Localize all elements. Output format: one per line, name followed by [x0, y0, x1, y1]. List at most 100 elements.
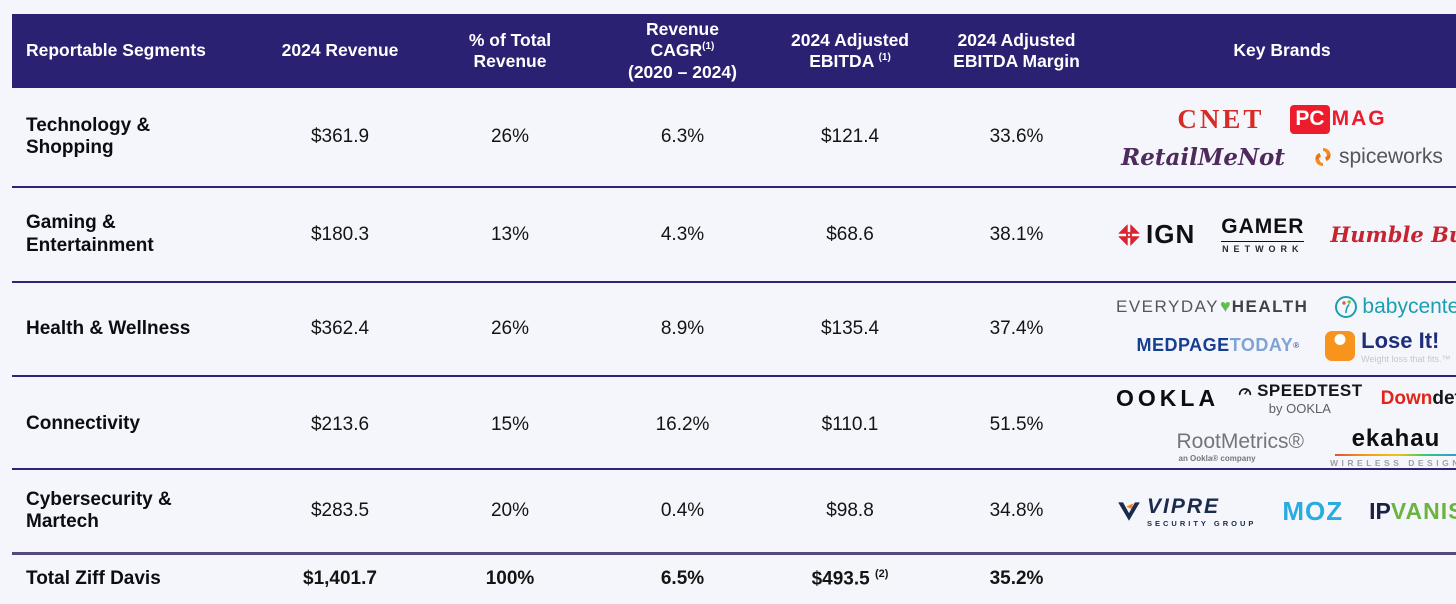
margin-value: 37.4%: [989, 318, 1044, 339]
ign-logo: IGN: [1116, 219, 1195, 250]
brand-line: OOKLA SPEEDTEST by OOKLA Downdetector!: [1116, 381, 1456, 416]
pcmag-pc-box: PC: [1290, 104, 1330, 134]
loseit-text: Lose It!: [1361, 327, 1440, 353]
header-reportable-segments: Reportable Segments: [26, 40, 206, 61]
header-cagr-line2: CAGR: [650, 40, 703, 61]
ekahau-gradient-line: [1335, 454, 1456, 456]
ebitda-value: $110.1: [821, 413, 879, 435]
brand-line: MEDPAGE TODAY ® Lose It! Weight loss that …: [1137, 328, 1451, 364]
total-label: Total Ziff Davis: [26, 567, 161, 589]
ookla-logo: OOKLA: [1116, 385, 1220, 411]
cagr-value: 0.4%: [660, 500, 705, 521]
ebitda-value: $121.4: [820, 126, 880, 147]
brand-line: RetailMeNot spiceworks: [1121, 144, 1443, 171]
segment-name: Technology & Shopping: [26, 114, 151, 158]
header-key-brands: Key Brands: [1233, 40, 1331, 61]
speedtest-by-ookla: by OOKLA: [1268, 401, 1331, 416]
pct-of-total-value: 20%: [490, 500, 530, 521]
everyday-text: EVERYDAY: [1116, 296, 1220, 316]
today-text: TODAY: [1229, 335, 1294, 355]
everyday-health-logo: EVERYDAY ♥ HEALTH: [1116, 296, 1308, 317]
brand-line: VIPRE SECURITY GROUP MOZ IPVANISH: [1116, 495, 1456, 528]
header-pct-of-total-revenue: % of Total Revenue: [430, 30, 590, 73]
speedtest-logo: SPEEDTEST by OOKLA: [1237, 381, 1363, 416]
margin-value: 34.8%: [989, 500, 1044, 521]
network-text: NETWORK: [1222, 244, 1304, 255]
total-ebitda-number: $493.5: [811, 568, 870, 590]
loseit-dial: [1334, 333, 1346, 345]
cagr-value: 8.9%: [660, 318, 705, 339]
spiceworks-swirl-icon: [1315, 148, 1331, 166]
vipre-subtext: SECURITY GROUP: [1147, 518, 1257, 528]
cagr-value: 16.2%: [655, 413, 710, 435]
total-pct-value: 100%: [485, 568, 535, 589]
header-margin-line2: EBITDA Margin: [953, 51, 1080, 71]
revenue-value: $213.6: [310, 413, 370, 435]
margin-value: 51.5%: [989, 413, 1044, 435]
babycenter-text: babycenter.: [1362, 294, 1456, 318]
segment-name: Connectivity: [26, 413, 141, 435]
spiceworks-text: spiceworks: [1338, 145, 1443, 168]
vipre-text: VIPRE: [1147, 494, 1221, 518]
speedtest-top: SPEEDTEST: [1237, 381, 1363, 401]
rootmetrics-text: RootMetrics®: [1176, 430, 1305, 453]
ign-gamepad-icon: [1117, 222, 1141, 247]
pct-of-total-value: 26%: [490, 126, 530, 147]
medpage-today-logo: MEDPAGE TODAY ®: [1137, 335, 1300, 356]
header-cagr-years: (2020 – 2024): [628, 61, 737, 82]
downdetector-logo: Downdetector!: [1381, 388, 1456, 410]
vipre-text-block: VIPRE SECURITY GROUP: [1147, 495, 1256, 528]
loseit-text-block: Lose It! Weight loss that fits.™: [1361, 328, 1450, 364]
margin-value: 33.6%: [989, 126, 1044, 147]
total-ebitda-footnote: (2): [874, 567, 889, 580]
table-row-total: Total Ziff Davis $1,401.7 100% 6.5% $493…: [12, 555, 1456, 603]
header-ebitda-footnote: (1): [878, 52, 891, 64]
pcmag-logo: PC MAG: [1290, 104, 1386, 134]
vanish-text: VANISH: [1390, 497, 1456, 524]
ekahau-subtext: WIRELESS DESIGN: [1330, 458, 1456, 468]
pct-of-total-value: 13%: [490, 223, 530, 245]
header-margin-line1: 2024 Adjusted: [957, 29, 1076, 50]
revenue-value: $283.5: [310, 500, 370, 521]
total-cagr-value: 6.5%: [660, 568, 705, 589]
ekahau-text: ekahau: [1351, 425, 1441, 452]
speedtest-gauge-icon: [1238, 388, 1252, 396]
ebitda-value: $98.8: [826, 500, 874, 521]
total-margin-value: 35.2%: [989, 568, 1044, 589]
ign-text: IGN: [1146, 219, 1196, 249]
key-brands-cell: OOKLA SPEEDTEST by OOKLA Downdetector!: [1108, 377, 1456, 472]
moz-logo: MOZ: [1282, 495, 1344, 526]
header-ebitda-margin: 2024 Adjusted EBITDA Margin: [925, 30, 1108, 73]
loseit-scale-icon: [1325, 330, 1356, 361]
vipre-v-icon: [1118, 502, 1140, 521]
header-revenue-cagr: Revenue CAGR(1) (2020 – 2024): [590, 19, 775, 83]
table-row-gaming-entertainment: Gaming & Entertainment $180.3 13% 4.3% $…: [12, 188, 1456, 283]
segment-name: Cybersecurity & Martech: [26, 488, 172, 532]
cagr-value: 4.3%: [660, 223, 705, 245]
babycenter-logo: babycenter.: [1334, 295, 1456, 319]
total-ebitda-value: $493.5 (2): [775, 568, 925, 590]
brand-line: IGN GAMER NETWORK Humble Bundle: [1116, 214, 1456, 255]
key-brands-cell: IGN GAMER NETWORK Humble Bundle: [1108, 188, 1456, 281]
table-row-cybersecurity-martech: Cybersecurity & Martech $283.5 20% 0.4% …: [12, 470, 1456, 555]
table-row-technology-shopping: Technology & Shopping $361.9 26% 6.3% $1…: [12, 88, 1456, 188]
retailmenot-logo: RetailMeNot: [1121, 143, 1285, 171]
detector-text: detector: [1432, 387, 1456, 409]
brand-line: RootMetrics® an Ookla® company ekahau WI…: [1177, 425, 1456, 468]
total-revenue-value: $1,401.7: [303, 568, 377, 589]
header-2024-revenue: 2024 Revenue: [281, 40, 399, 61]
header-pct-line1: % of Total: [468, 29, 552, 50]
pct-of-total-value: 15%: [490, 413, 530, 435]
pct-of-total-value: 26%: [490, 318, 530, 339]
medpage-text: MEDPAGE: [1136, 335, 1230, 355]
revenue-value: $361.9: [310, 126, 370, 147]
ebitda-value: $68.6: [826, 223, 874, 245]
gamer-text: GAMER: [1221, 214, 1305, 238]
revenue-value: $180.3: [310, 223, 370, 245]
margin-value: 38.1%: [989, 223, 1044, 245]
rootmetrics-subtext: an Ookla® company: [1178, 454, 1256, 463]
ipvanish-logo: IPVANISH: [1369, 498, 1456, 525]
segment-name: Health & Wellness: [26, 317, 191, 339]
cagr-value: 6.3%: [660, 126, 705, 147]
